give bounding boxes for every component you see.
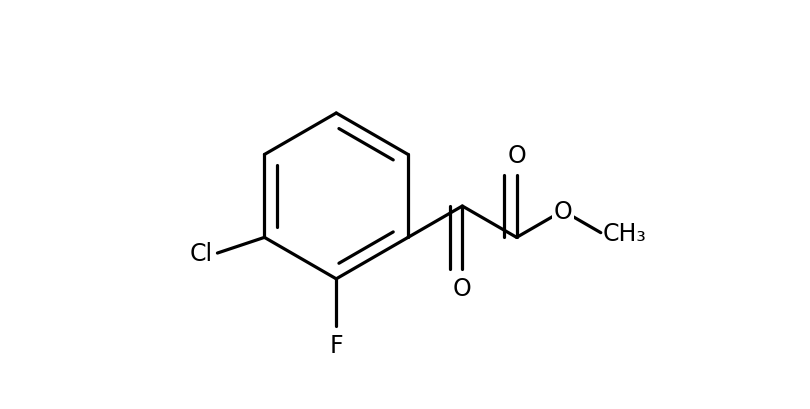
- Text: O: O: [507, 144, 526, 168]
- Text: O: O: [553, 199, 572, 223]
- Text: O: O: [453, 276, 471, 300]
- Text: Cl: Cl: [190, 241, 212, 265]
- Text: CH₃: CH₃: [603, 221, 646, 245]
- Text: F: F: [330, 333, 343, 357]
